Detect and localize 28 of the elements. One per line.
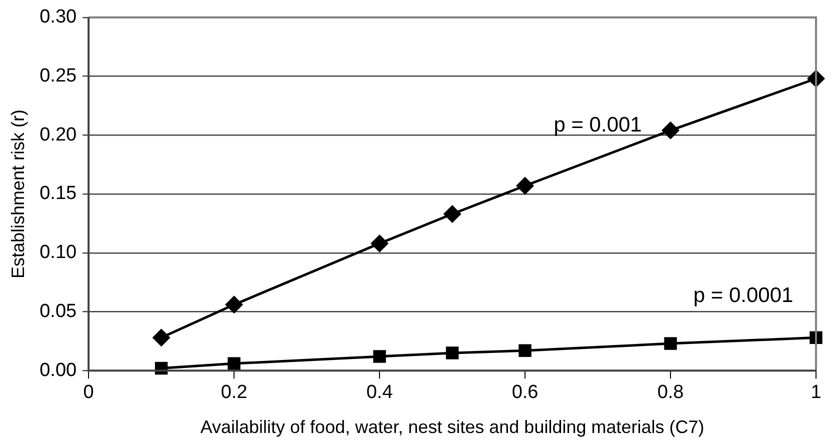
series-label: p = 0.001 <box>554 113 642 136</box>
series-label: p = 0.0001 <box>693 284 794 307</box>
y-tick-label: 0.00 <box>40 360 77 381</box>
point <box>516 176 534 195</box>
point <box>662 121 680 140</box>
point <box>446 346 459 360</box>
point <box>225 296 244 314</box>
x-tick-label: 0.2 <box>220 382 248 404</box>
y-tick-label: 0.25 <box>40 66 77 86</box>
point <box>518 344 532 357</box>
point <box>370 234 389 252</box>
point <box>373 350 386 363</box>
y-tick-label: 0.10 <box>40 242 77 264</box>
y-tick-label: 0.15 <box>40 183 77 204</box>
x-tick-label: 0.8 <box>657 382 684 404</box>
y-axis-title: Establishment risk (r) <box>8 109 28 279</box>
x-tick-label: 0 <box>83 382 94 404</box>
x-tick-label: 0.6 <box>512 382 538 404</box>
x-tick-label: 0.4 <box>366 382 394 404</box>
point <box>664 337 677 350</box>
y-tick-label: 0.05 <box>40 300 77 322</box>
y-tick-label: 0.20 <box>40 124 77 146</box>
y-tick-label: 0.30 <box>40 6 77 28</box>
point <box>228 357 240 370</box>
point <box>443 205 462 224</box>
point <box>152 328 170 347</box>
x-tick-label: 1 <box>810 382 822 404</box>
x-axis-title: Availability of food, water, nest sites and building materials (C7) <box>200 417 704 438</box>
